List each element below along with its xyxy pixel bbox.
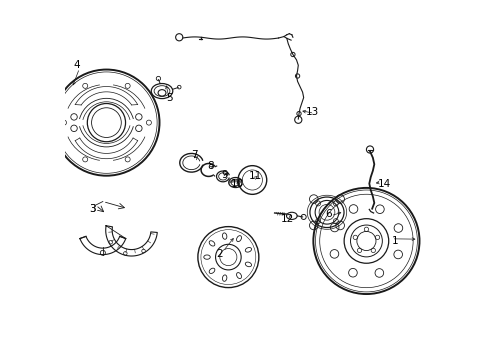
- Text: 9: 9: [221, 170, 227, 180]
- Text: 3: 3: [89, 204, 95, 214]
- Text: 2: 2: [216, 248, 222, 258]
- Text: 11: 11: [248, 171, 262, 181]
- Text: 1: 1: [391, 236, 398, 246]
- Text: 10: 10: [230, 179, 244, 189]
- Text: 7: 7: [191, 150, 197, 160]
- Text: 8: 8: [207, 161, 213, 171]
- Text: 14: 14: [377, 179, 390, 189]
- Text: 3: 3: [89, 204, 95, 214]
- Text: 12: 12: [280, 215, 294, 224]
- Text: 13: 13: [305, 107, 319, 117]
- Text: 6: 6: [325, 209, 331, 219]
- Text: 5: 5: [165, 93, 172, 103]
- Text: 4: 4: [73, 60, 80, 70]
